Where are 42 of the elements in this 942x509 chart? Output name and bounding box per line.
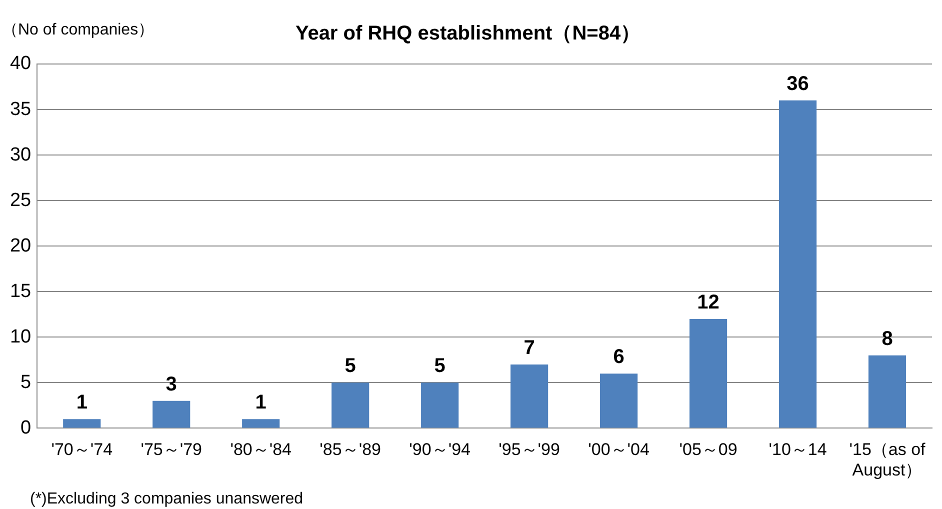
- text: (*)Excluding 3 companies unanswered: [30, 490, 304, 508]
- x-tick-label: '80～'84: [230, 440, 292, 460]
- x-tick-label: '10～14: [768, 440, 827, 460]
- bar: [63, 419, 101, 428]
- y-tick-label: 30: [10, 144, 32, 166]
- y-tick-label: 5: [20, 372, 32, 393]
- data-label: 12: [697, 291, 720, 314]
- x-tick-label: '15（as of August）: [849, 440, 926, 480]
- bar: [778, 100, 817, 428]
- bar: [689, 318, 728, 428]
- y-tick-label: 40: [10, 53, 32, 74]
- data-label: 1: [76, 392, 88, 414]
- y-tick-label: 10: [10, 326, 32, 348]
- x-tick-label: '90～'94: [409, 440, 470, 460]
- data-label: 5: [344, 355, 356, 378]
- data-label: 5: [434, 355, 446, 378]
- data-label: 8: [882, 328, 893, 350]
- chart-title: Year of RHQ establishment（N=84）: [295, 22, 641, 45]
- y-tick-label: 35: [10, 98, 32, 120]
- y-tick-label: 15: [10, 280, 32, 302]
- data-label: 7: [524, 336, 535, 359]
- bar: [332, 382, 370, 428]
- bar: [421, 382, 459, 428]
- x-tick-label: '05～09: [679, 440, 738, 460]
- data-label: 3: [166, 373, 177, 396]
- x-tick-label: '75～'79: [140, 440, 202, 460]
- bar: [868, 355, 906, 428]
- data-label: 1: [255, 392, 266, 414]
- y-tick-label: 25: [10, 190, 32, 211]
- data-label: 36: [786, 72, 809, 95]
- x-tick-label: '95～'99: [498, 440, 560, 460]
- bar: [510, 364, 548, 428]
- y-tick-label: 0: [20, 417, 32, 438]
- x-tick-label: '00～'04: [588, 440, 650, 460]
- bar: [600, 374, 638, 428]
- x-tick-label: '85～'89: [320, 440, 381, 460]
- x-tick-label: '70～'74: [51, 440, 113, 460]
- bar: [242, 419, 280, 428]
- bar: [152, 400, 190, 428]
- data-label: 6: [613, 346, 624, 368]
- y-tick-label: 20: [10, 235, 32, 256]
- y-axis-title: （No of companies）: [2, 21, 154, 38]
